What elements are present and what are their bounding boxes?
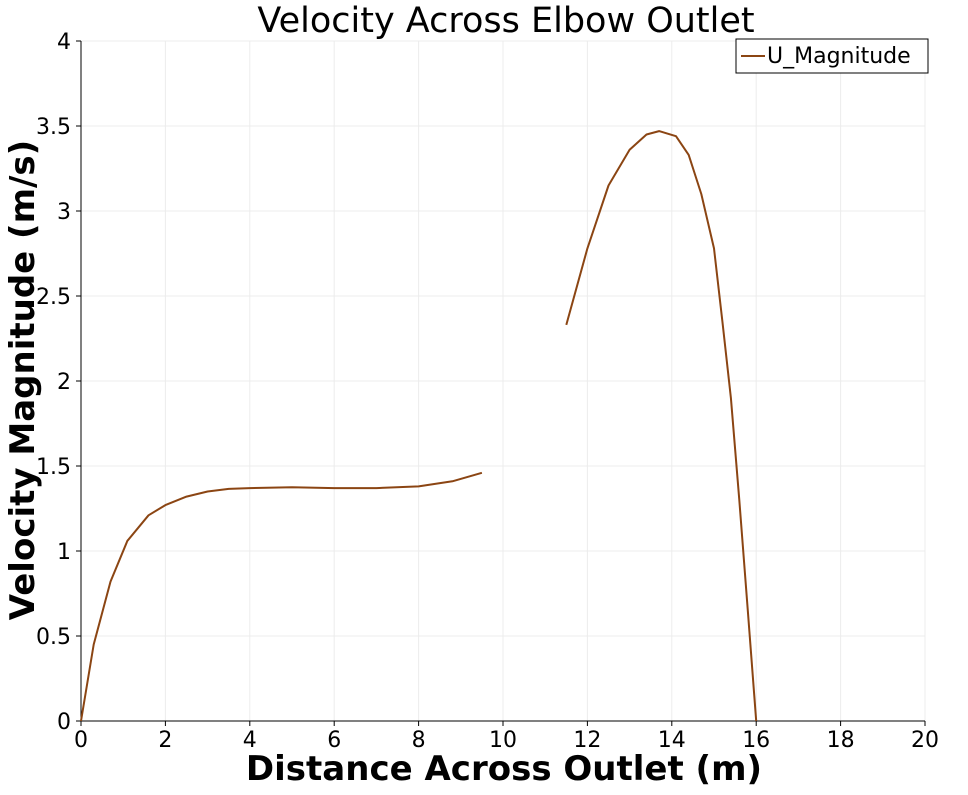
legend: U_Magnitude — [735, 38, 929, 74]
x-tick-label: 12 — [573, 728, 601, 753]
chart-title: Velocity Across Elbow Outlet — [257, 1, 754, 41]
tick-labels: 0 2 4 6 8 10 12 14 16 18 20 0 0.5 1 1.5 2 2.5 3 3.5 4 — [36, 30, 939, 753]
legend-box — [735, 38, 929, 74]
x-tick-label: 10 — [489, 728, 517, 753]
x-axis-label: Distance Across Outlet (m) — [246, 749, 762, 789]
x-tick-label: 4 — [243, 728, 257, 753]
x-tick-label: 14 — [658, 728, 686, 753]
y-axis-label: Velocity Magnitude (m/s) — [3, 140, 43, 620]
axes — [76, 40, 926, 726]
x-tick-label: 6 — [327, 728, 341, 753]
y-tick-label: 1.5 — [36, 455, 71, 480]
y-tick-label: 3 — [57, 200, 71, 225]
series-line-u-magnitude-segment-2 — [565, 130, 758, 722]
x-tick-label: 18 — [827, 728, 855, 753]
series-line-u-magnitude-segment-1 — [80, 471, 483, 722]
x-tick-label: 0 — [74, 728, 88, 753]
x-tick-label: 8 — [412, 728, 426, 753]
x-tick-label: 2 — [158, 728, 172, 753]
y-tick-label: 2 — [57, 370, 71, 395]
y-tick-label: 4 — [57, 30, 71, 55]
y-tick-label: 1 — [57, 540, 71, 565]
y-tick-label: 0.5 — [36, 625, 71, 650]
x-tick-label: 16 — [742, 728, 770, 753]
legend-label-u-magnitude: U_Magnitude — [767, 44, 911, 69]
y-tick-label: 3.5 — [36, 115, 71, 140]
series-layer — [80, 130, 758, 722]
y-tick-label: 0 — [57, 710, 71, 735]
y-tick-label: 2.5 — [36, 285, 71, 310]
x-tick-label: 20 — [911, 728, 939, 753]
grid-lines — [81, 40, 926, 721]
